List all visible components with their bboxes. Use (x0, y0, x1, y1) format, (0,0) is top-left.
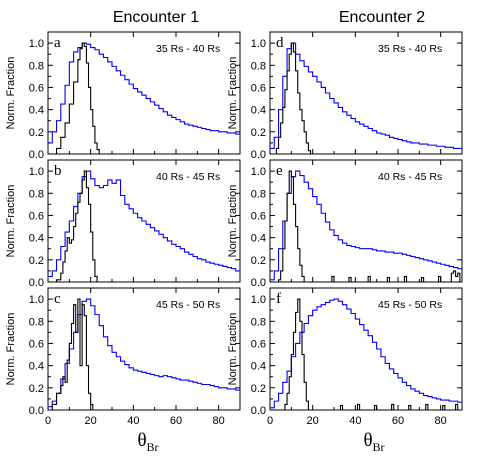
panel-b-series-blue (48, 170, 240, 277)
panel-f-ytick-label: 0.6 (251, 338, 266, 350)
panel-e-ytick-label: 0.8 (251, 188, 266, 200)
panel-a-range-label: 35 Rs - 40 Rs (156, 43, 220, 55)
panel-c-letter: c (54, 291, 61, 307)
panel-f: 0.0 0.2 0.4 0.6 0.8 1.0 0 20 40 60 80 Norm. Fractio… (227, 287, 463, 427)
panel-e-letter: e (276, 163, 283, 179)
panel-f-y-axis-label: Norm. Fraction (227, 313, 239, 386)
panel-e-ytick-label: 0.2 (251, 255, 266, 267)
panel-e-range-label: 40 Rs - 45 Rs (378, 171, 442, 183)
panel-a: 0.0 0.2 0.4 0.6 0.8 1.0 Norm. Fraction a 35 Rs -… (5, 31, 241, 161)
panel-b-ytick-label: 0.8 (29, 188, 44, 200)
panel-c-xtick-label: 40 (127, 415, 139, 427)
panel-c-ytick-label: 0.0 (29, 405, 44, 417)
panel-e-ytick-label: 0.0 (251, 277, 266, 289)
panel-b-ytick-label: 0.4 (29, 233, 44, 245)
panel-e-ytick-label: 0.6 (251, 210, 266, 222)
panel-b-ytick-label: 1.0 (29, 166, 44, 178)
panel-c-y-axis-label: Norm. Fraction (5, 313, 17, 386)
panel-e-ytick-label: 0.4 (251, 233, 266, 245)
panel-b-y-axis-label: Norm. Fraction (5, 185, 17, 258)
panel-d-series-blue (270, 42, 462, 149)
panels: 0.0 0.2 0.4 0.6 0.8 1.0 Norm. Fraction a 35 Rs -… (5, 31, 463, 427)
panel-a-ytick-label: 0.2 (29, 127, 44, 139)
panel-c-xtick-label: 80 (213, 415, 225, 427)
column-title-encounter-2: Encounter 2 (339, 9, 425, 26)
panel-c-xtick-label: 0 (45, 415, 51, 427)
panel-f-ytick-label: 1.0 (251, 294, 266, 306)
panel-e: 0.0 0.2 0.4 0.6 0.8 1.0 Norm. Fraction e 40 Rs -… (227, 159, 463, 289)
panel-f-series-blue (270, 298, 462, 409)
panel-f-xtick-label: 40 (349, 415, 361, 427)
panel-f-letter: f (276, 291, 281, 307)
panel-f-ytick-label: 0.8 (251, 316, 266, 328)
panel-f-xtick-label: 0 (267, 415, 273, 427)
panel-c-ytick-label: 0.6 (29, 338, 44, 350)
panel-f-ytick-label: 0.0 (251, 405, 266, 417)
panel-e-ytick-label: 1.0 (251, 166, 266, 178)
panel-b-ytick-label: 0.2 (29, 255, 44, 267)
panel-a-series-blue (48, 42, 240, 144)
panel-f-range-label: 45 Rs - 50 Rs (378, 299, 442, 311)
panel-c: 0.0 0.2 0.4 0.6 0.8 1.0 0 20 40 60 80 Norm. Fractio… (5, 287, 241, 427)
panel-c-ytick-label: 0.2 (29, 383, 44, 395)
panel-f-ytick-label: 0.4 (251, 361, 266, 373)
panel-a-series-black (48, 42, 240, 155)
panel-d-ytick-label: 0.8 (251, 60, 266, 72)
panel-c-ytick-label: 0.4 (29, 361, 44, 373)
panel-a-letter: a (54, 35, 61, 51)
panel-b-ytick-label: 0.6 (29, 210, 44, 222)
panel-a-y-axis-label: Norm. Fraction (5, 57, 17, 130)
panel-c-xtick-label: 60 (170, 415, 182, 427)
panel-a-ytick-label: 0.4 (29, 105, 44, 117)
panel-d-ytick-label: 0.4 (251, 105, 266, 117)
panel-d-letter: d (276, 35, 284, 51)
panel-c-xtick-label: 20 (85, 415, 97, 427)
panel-d-range-label: 35 Rs - 40 Rs (378, 43, 442, 55)
panel-b-range-label: 40 Rs - 45 Rs (156, 171, 220, 183)
panel-e-y-axis-label: Norm. Fraction (227, 185, 239, 258)
panel-b-letter: b (54, 163, 62, 179)
panel-a-ytick-label: 0.6 (29, 82, 44, 94)
panel-d-ytick-label: 0.6 (251, 82, 266, 94)
panel-c-ytick-label: 1.0 (29, 294, 44, 306)
panel-d-y-axis-label: Norm. Fraction (227, 57, 239, 130)
panel-e-series-blue (270, 170, 462, 281)
panel-c-ytick-label: 0.8 (29, 316, 44, 328)
x-axis-label-right: θBr (363, 430, 384, 454)
panel-b-ytick-label: 0.0 (29, 277, 44, 289)
panel-e-series-black (270, 170, 462, 283)
panel-d-series-black (270, 42, 462, 155)
panel-b: 0.0 0.2 0.4 0.6 0.8 1.0 Norm. Fraction b 40 Rs -… (5, 159, 241, 289)
panel-a-ytick-label: 0.8 (29, 60, 44, 72)
x-axis-label-left: θBr (137, 430, 158, 454)
panel-d-ytick-label: 0.0 (251, 149, 266, 161)
panel-f-xtick-label: 60 (392, 415, 404, 427)
panel-f-xtick-label: 80 (435, 415, 447, 427)
panel-d-ytick-label: 1.0 (251, 38, 266, 50)
panel-a-ytick-label: 1.0 (29, 38, 44, 50)
panel-a-ytick-label: 0.0 (29, 149, 44, 161)
panel-d-ytick-label: 0.2 (251, 127, 266, 139)
panel-c-series-blue (48, 298, 240, 408)
panel-b-series-black (48, 170, 240, 283)
panel-c-range-label: 45 Rs - 50 Rs (156, 299, 220, 311)
panel-f-ytick-label: 0.2 (251, 383, 266, 395)
panel-d: 0.0 0.2 0.4 0.6 0.8 1.0 Norm. Fraction d 35 Rs -… (227, 31, 463, 161)
column-title-encounter-1: Encounter 1 (113, 9, 199, 26)
panel-f-series-black (270, 298, 462, 411)
panel-c-series-black (48, 298, 240, 411)
panel-f-xtick-label: 20 (307, 415, 319, 427)
